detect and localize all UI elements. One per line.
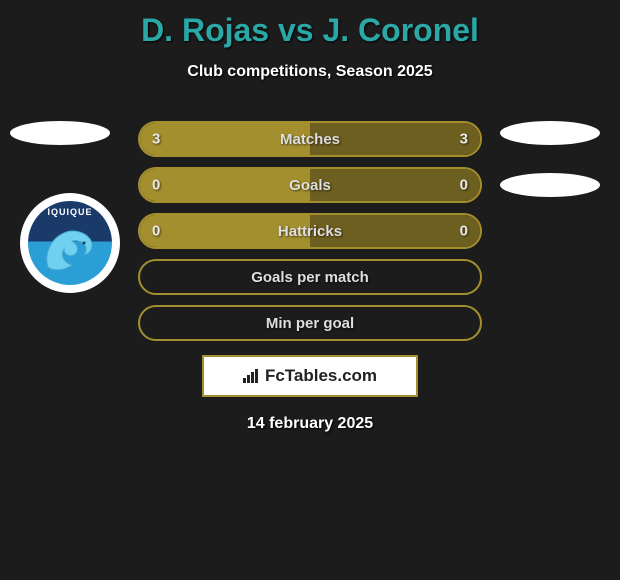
stat-bar: 3 3 Matches	[138, 121, 482, 157]
stat-value-left: 3	[152, 131, 160, 148]
subtitle: Club competitions, Season 2025	[0, 63, 620, 81]
stat-value-right: 3	[460, 131, 468, 148]
bar-fill-right	[310, 169, 480, 201]
stat-bar: Goals per match	[138, 259, 482, 295]
bar-chart-icon	[243, 369, 261, 383]
stat-bar: Min per goal	[138, 305, 482, 341]
stat-label: Goals per match	[251, 269, 369, 286]
stat-label: Hattricks	[278, 223, 342, 240]
bar-fill-left	[140, 169, 310, 201]
stat-label: Goals	[289, 177, 331, 194]
page-title: D. Rojas vs J. Coronel	[0, 0, 620, 49]
stat-bars: 3 3 Matches 0 0 Goals 0 0 Hattricks Goals per mat…	[138, 121, 482, 341]
team-badge-inner: IQUIQUE	[28, 201, 112, 285]
stat-bar: 0 0 Goals	[138, 167, 482, 203]
stat-value-right: 0	[460, 177, 468, 194]
player-oval-right	[500, 173, 600, 197]
brand-text: FcTables.com	[265, 366, 377, 386]
dragon-icon	[40, 221, 100, 277]
team-badge-text: IQUIQUE	[28, 207, 112, 217]
date-label: 14 february 2025	[0, 415, 620, 433]
stat-value-left: 0	[152, 223, 160, 240]
stat-label: Min per goal	[266, 315, 354, 332]
stat-value-right: 0	[460, 223, 468, 240]
comparison-panel: IQUIQUE 3 3 Matches 0 0 Goals 0 0 Hattricks Goals…	[0, 121, 620, 433]
stat-label: Matches	[280, 131, 340, 148]
stat-value-left: 0	[152, 177, 160, 194]
player-oval-right	[500, 121, 600, 145]
player-oval-left	[10, 121, 110, 145]
team-badge-left: IQUIQUE	[20, 193, 120, 293]
stat-bar: 0 0 Hattricks	[138, 213, 482, 249]
brand-box[interactable]: FcTables.com	[202, 355, 418, 397]
